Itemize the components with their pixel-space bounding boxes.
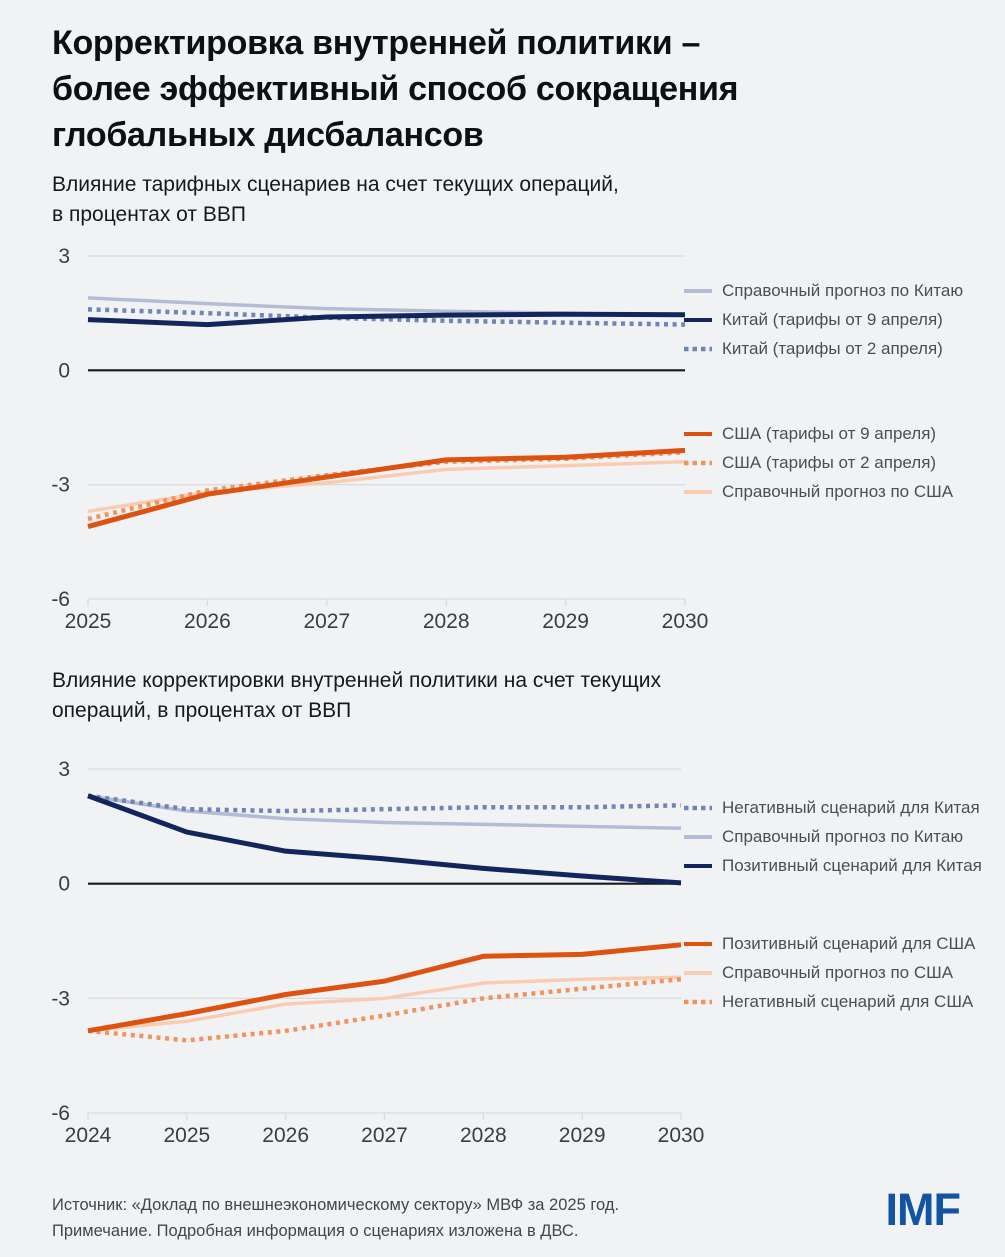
y-tick-label: -6 <box>51 588 70 611</box>
chart2-legend-china: Негативный сценарий для Китая Справочный … <box>683 793 982 880</box>
x-tick-label: 2028 <box>423 610 470 633</box>
legend-item: США (тарифы от 2 апреля) <box>683 448 953 477</box>
x-tick-label: 2028 <box>460 1124 507 1147</box>
footnote: Примечание. Подробная информация о сцена… <box>52 1222 579 1240</box>
legend-swatch-line <box>684 431 712 436</box>
legend-swatch-line <box>684 863 712 868</box>
legend-item: Справочный прогноз по Китаю <box>683 822 982 851</box>
chart1-legend-us: США (тарифы от 9 апреля) США (тарифы от 2… <box>683 419 953 506</box>
series-line <box>87 942 682 1034</box>
legend-label: США (тарифы от 2 апреля) <box>722 452 937 472</box>
legend-label: Справочный прогноз по США <box>722 962 954 982</box>
legend-item: Справочный прогноз по США <box>683 477 953 506</box>
page-title: Корректировка внутренней политики – боле… <box>52 24 739 154</box>
series-line <box>87 975 682 1033</box>
x-tick-label: 2030 <box>662 610 709 633</box>
x-tick-label: 2026 <box>262 1124 309 1147</box>
series-line <box>87 447 686 530</box>
legend-label: Справочный прогноз по Китаю <box>722 826 964 846</box>
chart2-policy-adjustment: 3 0 -3 -6 2024 2025 2026 2027 2028 2029 2030 <box>40 753 740 1153</box>
chart2-subtitle: Влияние корректировки внутренней политик… <box>52 669 661 722</box>
y-tick-label: 3 <box>58 758 70 781</box>
x-tick-label: 2024 <box>65 1124 112 1147</box>
legend-label: Справочный прогноз по США <box>722 481 954 501</box>
series-line <box>87 311 686 328</box>
legend-label: Китай (тарифы от 9 апреля) <box>722 309 943 329</box>
y-tick-label: 3 <box>58 245 70 268</box>
legend-swatch-line <box>684 346 712 351</box>
chart2-legend-us: Позитивный сценарий для США Справочный пр… <box>683 929 975 1016</box>
legend-item: США (тарифы от 9 апреля) <box>683 419 953 448</box>
legend-item: Позитивный сценарий для США <box>683 929 975 958</box>
legend-swatch-line <box>684 999 712 1004</box>
x-tick-label: 2029 <box>542 610 589 633</box>
x-tick-label: 2030 <box>658 1124 705 1147</box>
chart1-subtitle: Влияние тарифных сценариев на счет текущ… <box>52 173 619 226</box>
legend-item: Китай (тарифы от 9 апреля) <box>683 305 963 334</box>
chart1-legend-china: Справочный прогноз по Китаю Китай (тарифы… <box>683 276 963 363</box>
x-tick-label: 2025 <box>163 1124 210 1147</box>
legend-label: Позитивный сценарий для Китая <box>722 855 982 875</box>
x-tick-label: 2025 <box>65 610 112 633</box>
series-line <box>87 794 682 830</box>
legend-swatch-line <box>684 805 712 810</box>
legend-label: Негативный сценарий для Китая <box>722 797 980 817</box>
legend-item: Негативный сценарий для Китая <box>683 793 982 822</box>
legend-swatch-line <box>684 288 712 293</box>
legend-label: Негативный сценарий для США <box>722 991 974 1011</box>
y-tick-label: -3 <box>51 474 70 497</box>
legend-swatch-line <box>684 834 712 839</box>
legend-item: Справочный прогноз по США <box>683 958 975 987</box>
legend-item: Справочный прогноз по Китаю <box>683 276 963 305</box>
y-tick-label: 0 <box>58 873 70 896</box>
x-tick-label: 2029 <box>559 1124 606 1147</box>
imf-logo: IMF <box>885 1184 961 1235</box>
legend-item: Китай (тарифы от 2 апреля) <box>683 334 963 363</box>
legend-swatch-line <box>684 460 712 465</box>
series-line <box>87 460 686 514</box>
legend-label: Справочный прогноз по Китаю <box>722 280 964 300</box>
legend-swatch-line <box>684 941 712 946</box>
x-tick-label: 2027 <box>361 1124 408 1147</box>
series-line <box>87 793 682 814</box>
legend-item: Позитивный сценарий для Китая <box>683 851 982 880</box>
chart1-tariff-scenarios: 3 0 -3 -6 2025 2026 2027 2028 2029 2030 <box>40 240 740 640</box>
x-tick-label: 2026 <box>184 610 231 633</box>
series-line <box>87 976 682 1043</box>
series-line <box>87 793 682 886</box>
legend-label: Позитивный сценарий для США <box>722 933 976 953</box>
y-tick-label: 0 <box>58 359 70 382</box>
y-tick-label: -3 <box>51 987 70 1010</box>
legend-item: Негативный сценарий для США <box>683 987 975 1016</box>
source-note: Источник: «Доклад по внешнеэкономическом… <box>52 1196 620 1214</box>
legend-label: США (тарифы от 9 апреля) <box>722 423 937 443</box>
legend-swatch-line <box>684 317 712 322</box>
legend-swatch-line <box>684 489 712 494</box>
x-tick-label: 2027 <box>303 610 350 633</box>
y-tick-label: -6 <box>51 1102 70 1125</box>
legend-swatch-line <box>684 970 712 975</box>
legend-label: Китай (тарифы от 2 апреля) <box>722 338 943 358</box>
series-line <box>87 450 686 522</box>
